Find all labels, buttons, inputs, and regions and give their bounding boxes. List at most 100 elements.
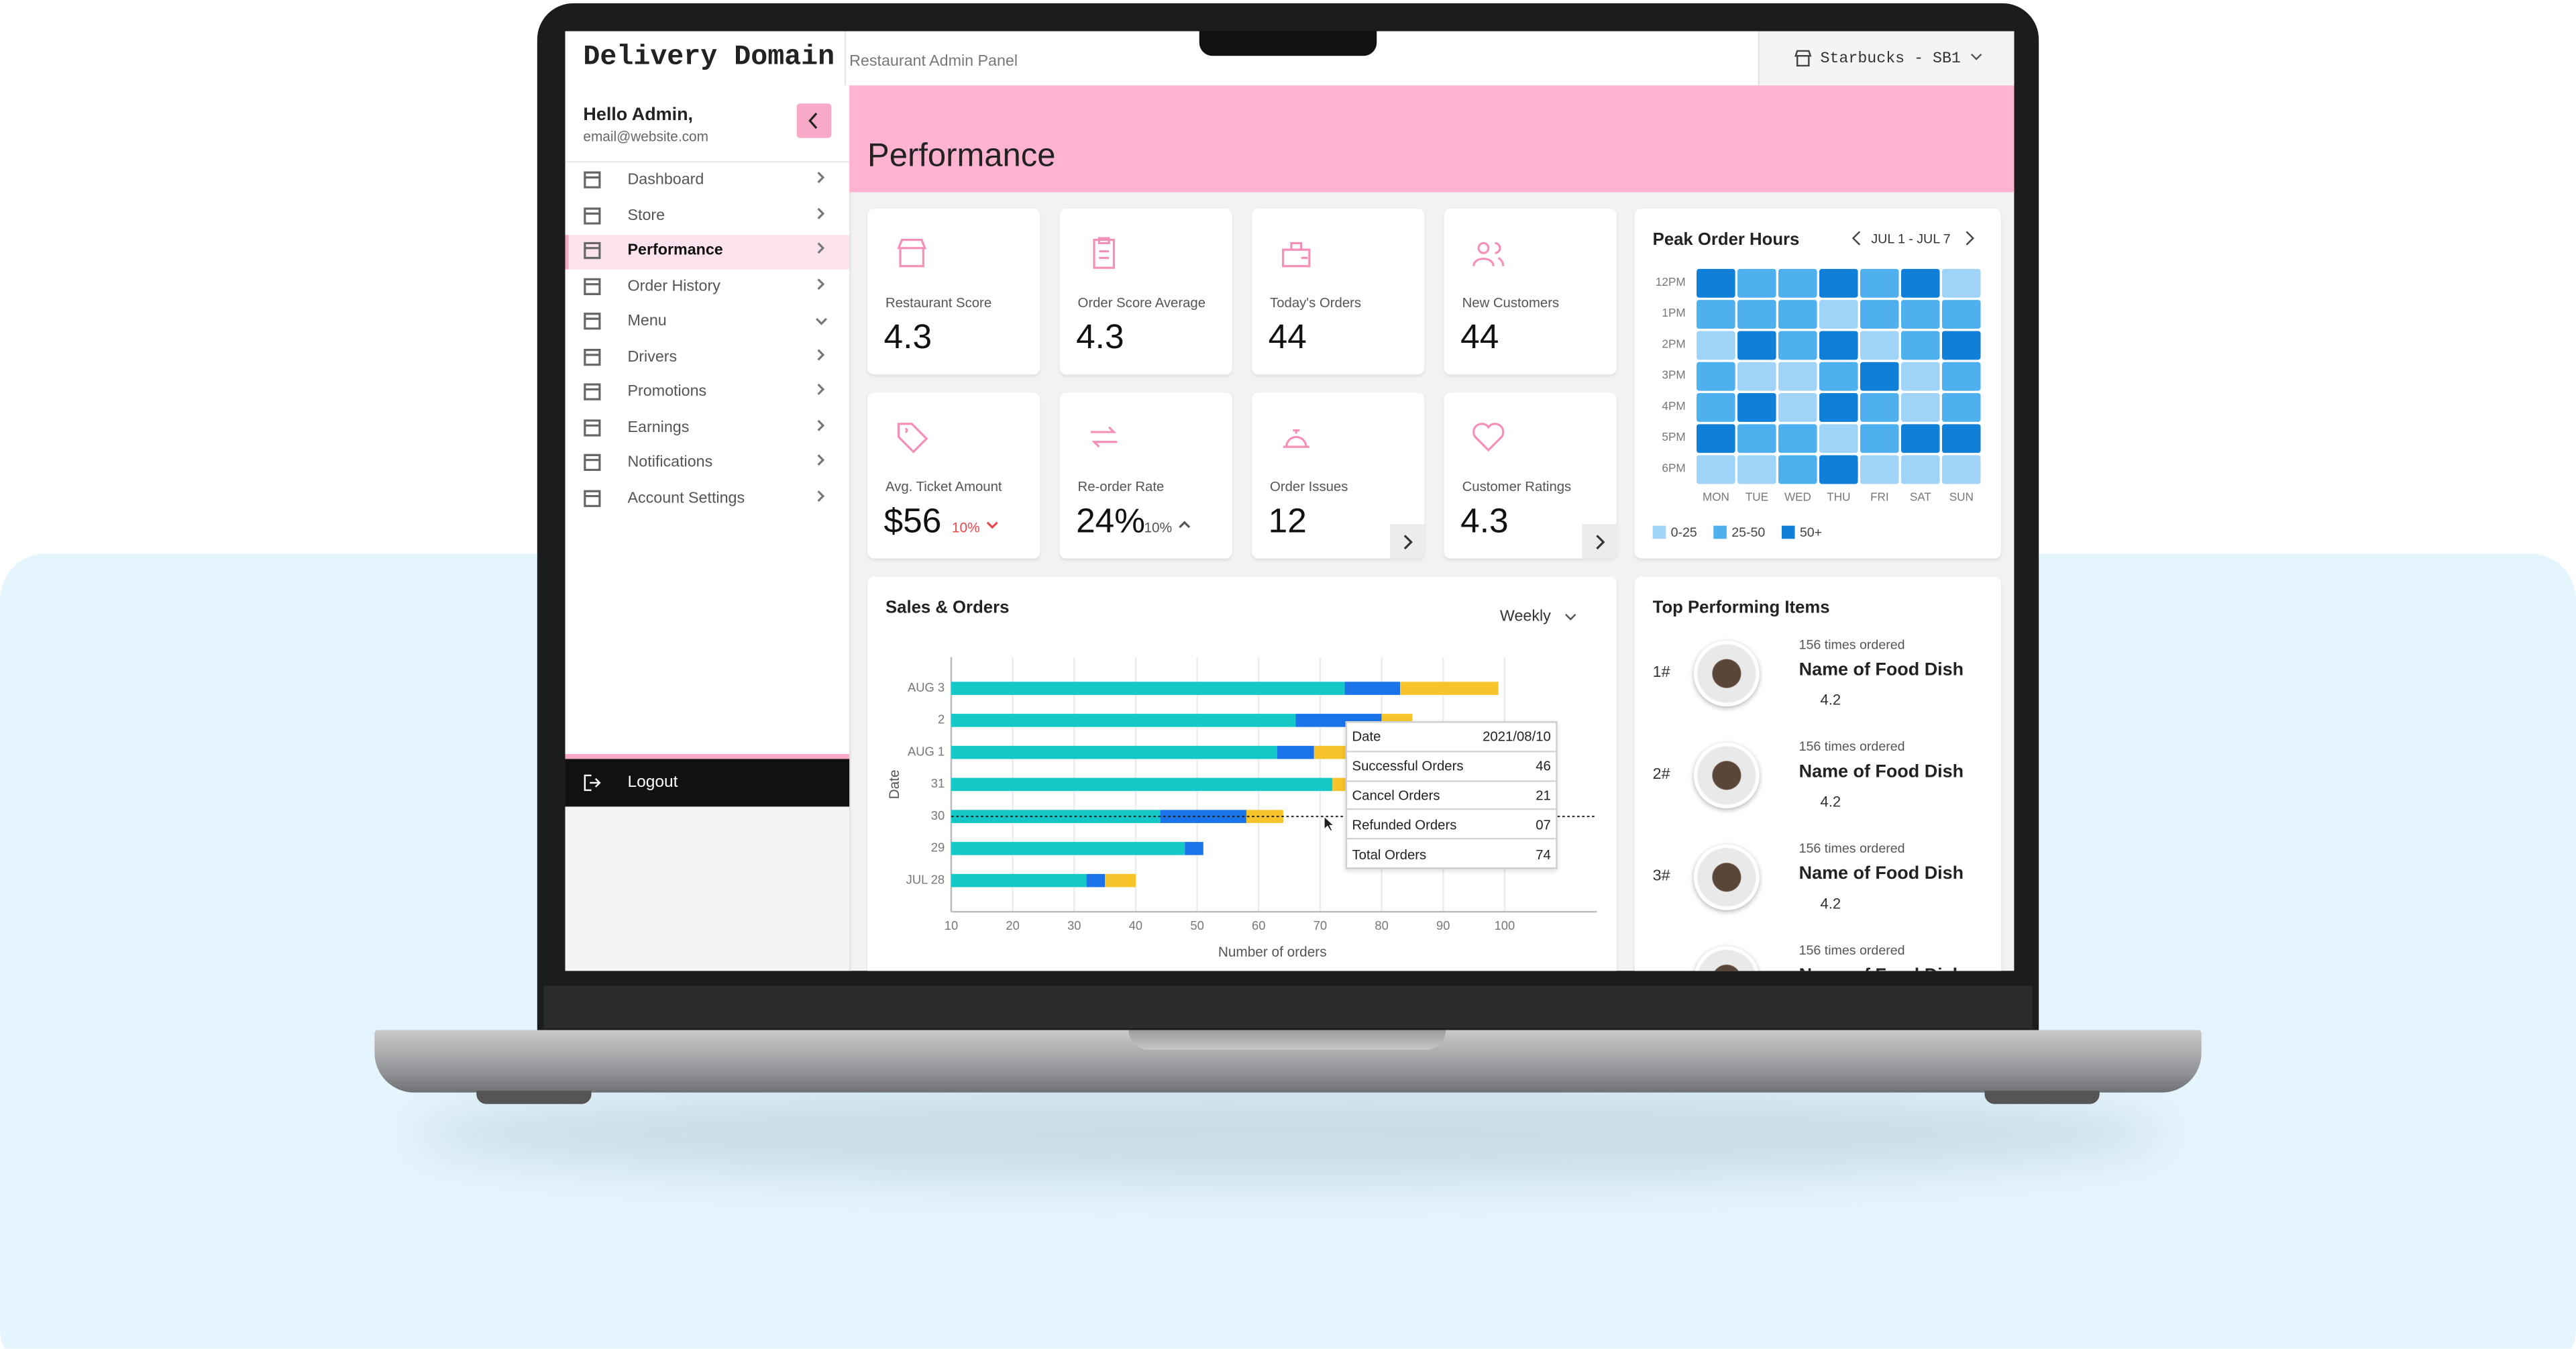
sidebar-accent (565, 754, 850, 759)
col-label: TUE (1746, 490, 1768, 504)
icon-shape (584, 454, 601, 472)
nav-chevron (816, 318, 827, 326)
heat-cell (1737, 300, 1776, 329)
heat-cell (1737, 268, 1776, 298)
divider (565, 161, 850, 163)
heat-cell (1819, 455, 1858, 484)
nav-chevron (817, 207, 825, 219)
icon-shape (584, 348, 601, 366)
icon-shape (817, 490, 825, 502)
nav-icon (584, 454, 601, 472)
nav-item[interactable]: Order History (627, 276, 720, 295)
nav-item[interactable]: Account Settings (627, 489, 745, 508)
row-label: 6PM (1662, 461, 1685, 474)
nav-icon (584, 207, 601, 224)
tooltip-row: Cancel Orders 21 (1347, 779, 1556, 809)
nav-item[interactable]: Promotions (627, 383, 707, 402)
icon-shape (1472, 423, 1505, 452)
icon-shape (1283, 429, 1309, 448)
heat-cell (1697, 424, 1735, 453)
store-selector[interactable] (1758, 31, 2015, 86)
bar-segment (1400, 682, 1499, 695)
col-label: MON (1703, 490, 1729, 504)
divider (844, 31, 847, 86)
heat-cell (1941, 268, 1981, 298)
heat-cell (1941, 331, 1981, 360)
item-orders: 156 times ordered (1799, 841, 1905, 856)
nav-chevron (817, 242, 825, 254)
link-button[interactable] (1389, 524, 1425, 559)
icon-shape (898, 423, 928, 453)
heat-cell (1900, 455, 1940, 484)
item-name: Name of Food Dish (1799, 762, 1964, 782)
foot (476, 1091, 592, 1104)
nav-icon (584, 313, 601, 330)
heat-cell (1819, 362, 1858, 391)
top-items-title: Top Performing Items (1652, 598, 1830, 618)
stat-label: Restaurant Score (885, 294, 992, 311)
store-name[interactable]: Starbucks - SB1 (1820, 49, 1961, 68)
item-image (1693, 844, 1760, 910)
stat-icon (1472, 241, 1505, 267)
x-tick-label: 40 (1129, 918, 1142, 932)
brand: Delivery Domain (583, 42, 835, 74)
heat-cell (1860, 268, 1899, 298)
stat-label: New Customers (1462, 294, 1560, 311)
heat-cell (1819, 331, 1858, 360)
item-rank: 2# (1652, 765, 1670, 784)
period[interactable]: Weekly (1499, 608, 1551, 627)
tooltip-value: 46 (1536, 757, 1551, 774)
heat-cell (1778, 300, 1817, 329)
prev[interactable] (1850, 230, 1864, 246)
nav-item[interactable]: Store (627, 206, 665, 225)
icon-shape (1091, 426, 1118, 448)
stat-value: 4.3 (883, 319, 932, 357)
item-name: Name of Food Dish (1799, 967, 1964, 971)
col-label: WED (1784, 490, 1811, 504)
heat-cell (1860, 455, 1899, 484)
item-orders: 156 times ordered (1799, 637, 1905, 653)
link-icon (1403, 535, 1413, 550)
logout-bar[interactable] (565, 759, 850, 807)
y-tick-label: 31 (931, 776, 945, 790)
icon-shape (1472, 241, 1505, 267)
bar-segment (951, 842, 1185, 855)
bar-segment (951, 745, 1277, 759)
stat-label: Order Issues (1270, 478, 1348, 495)
legend-label: 0-25 (1671, 525, 1697, 540)
link-button[interactable] (1582, 524, 1617, 559)
nav-item[interactable]: Dashboard (627, 170, 704, 189)
nav-item[interactable]: Performance (627, 241, 723, 260)
nav-chevron (817, 455, 825, 467)
collapse-button[interactable] (796, 103, 832, 138)
icon-shape (817, 172, 825, 183)
heat-cell (1697, 393, 1735, 422)
icon-shape (584, 242, 601, 260)
heat-cell (1900, 300, 1940, 329)
link-icon (1596, 535, 1605, 550)
bar-segment (1086, 873, 1106, 887)
icon-shape (584, 419, 601, 437)
nav-item[interactable]: Menu (627, 312, 667, 331)
heat-cell (1860, 331, 1899, 360)
peak-range: JUL 1 - JUL 7 (1871, 231, 1951, 247)
icon-shape (897, 238, 927, 268)
bar-segment (1313, 745, 1351, 759)
item-rating: 4.2 (1820, 895, 1841, 912)
heat-cell (1819, 268, 1858, 298)
logout[interactable]: Logout (627, 773, 678, 792)
next[interactable] (1964, 230, 1977, 246)
stat-card (1252, 209, 1425, 375)
nav-item[interactable]: Drivers (627, 347, 678, 366)
stat-card (867, 392, 1040, 559)
email: email@website.com (583, 128, 708, 145)
tooltip-label: Date (1352, 728, 1381, 745)
heat-cell (1737, 455, 1776, 484)
icon-shape (987, 521, 999, 529)
nav-item[interactable]: Notifications (627, 453, 713, 472)
nav-item[interactable]: Earnings (627, 419, 690, 437)
icon-shape (584, 171, 601, 188)
heat-cell (1778, 455, 1817, 484)
heat-cell (1737, 393, 1776, 422)
stat-icon (1283, 429, 1309, 448)
